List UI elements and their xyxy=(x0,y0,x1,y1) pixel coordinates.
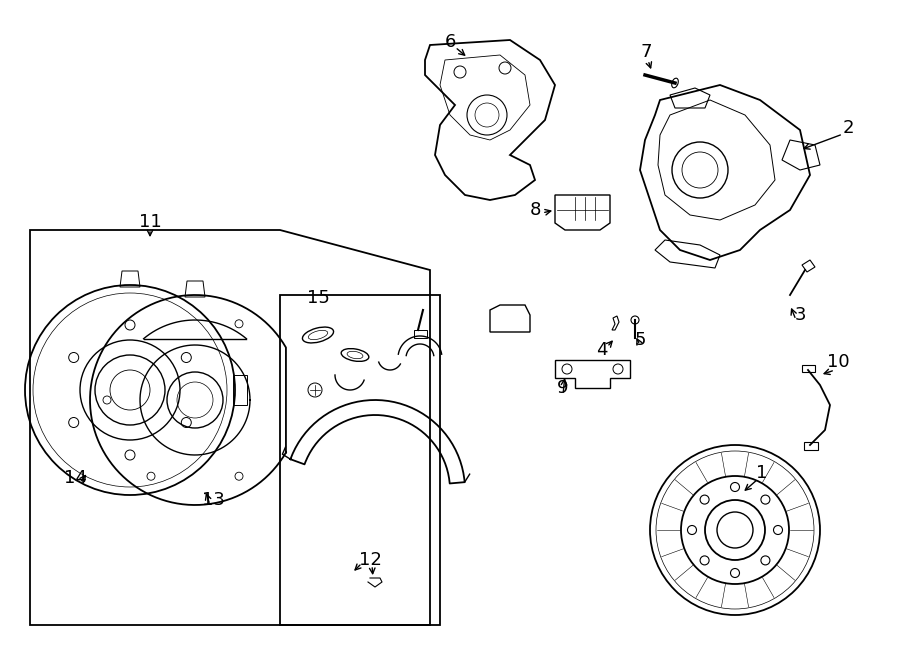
Text: 9: 9 xyxy=(557,379,569,397)
Text: 3: 3 xyxy=(794,306,806,324)
Text: 7: 7 xyxy=(640,43,652,61)
Text: 11: 11 xyxy=(139,213,161,231)
Text: 10: 10 xyxy=(827,353,850,371)
Text: 8: 8 xyxy=(529,201,541,219)
Text: 12: 12 xyxy=(358,551,382,569)
Text: 6: 6 xyxy=(445,33,455,51)
Text: 13: 13 xyxy=(202,491,224,509)
Text: 15: 15 xyxy=(307,289,329,307)
Text: 14: 14 xyxy=(64,469,86,487)
Text: 4: 4 xyxy=(596,341,608,359)
Text: 1: 1 xyxy=(756,464,768,482)
Text: 2: 2 xyxy=(842,119,854,137)
Text: 5: 5 xyxy=(634,331,646,349)
